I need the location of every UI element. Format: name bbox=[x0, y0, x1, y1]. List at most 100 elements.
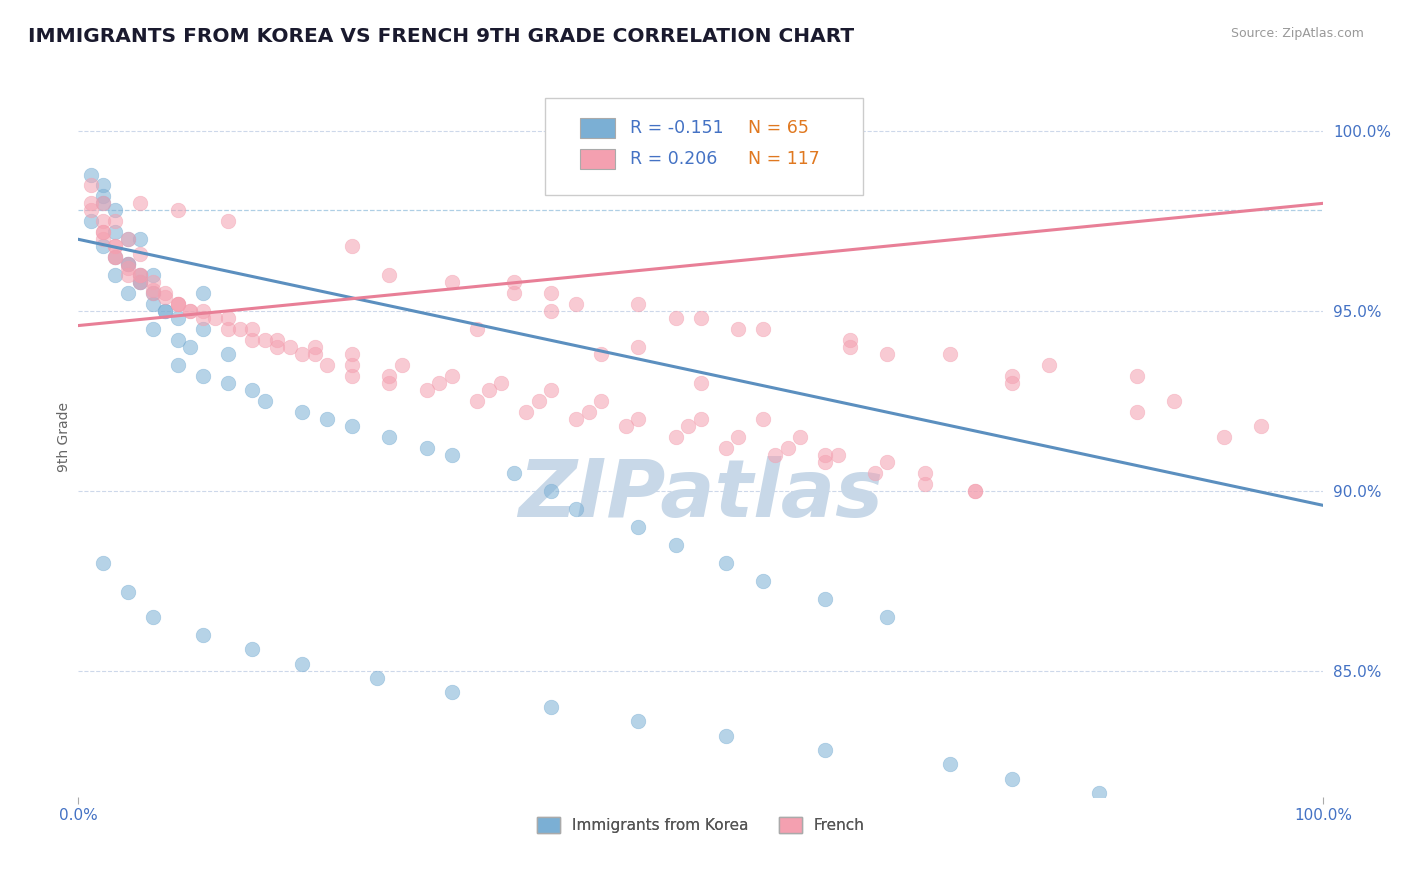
Point bbox=[814, 455, 837, 469]
Point bbox=[689, 376, 711, 391]
Text: IMMIGRANTS FROM KOREA VS FRENCH 9TH GRADE CORRELATION CHART: IMMIGRANTS FROM KOREA VS FRENCH 9TH GRAD… bbox=[28, 27, 855, 45]
Point bbox=[627, 412, 650, 426]
Point bbox=[540, 483, 562, 498]
Point bbox=[117, 257, 139, 271]
Point bbox=[1212, 430, 1234, 444]
Point bbox=[91, 214, 114, 228]
FancyBboxPatch shape bbox=[546, 97, 862, 194]
Point bbox=[776, 441, 799, 455]
Point bbox=[591, 394, 613, 409]
Point bbox=[79, 214, 101, 228]
Point bbox=[104, 250, 127, 264]
Point bbox=[79, 178, 101, 193]
Point bbox=[665, 311, 688, 326]
Point bbox=[91, 189, 114, 203]
Point bbox=[217, 347, 239, 361]
Point bbox=[938, 347, 960, 361]
Point bbox=[253, 333, 276, 347]
Point bbox=[166, 297, 188, 311]
Point bbox=[627, 297, 650, 311]
Point bbox=[179, 340, 201, 354]
Legend: Immigrants from Korea, French: Immigrants from Korea, French bbox=[530, 811, 870, 839]
Point bbox=[142, 286, 165, 301]
Point bbox=[166, 203, 188, 218]
Point bbox=[191, 304, 214, 318]
Point bbox=[689, 412, 711, 426]
Point bbox=[179, 304, 201, 318]
Point bbox=[665, 538, 688, 552]
Point bbox=[129, 246, 152, 260]
Point bbox=[627, 714, 650, 728]
Point bbox=[416, 441, 439, 455]
Point bbox=[503, 276, 526, 290]
Point bbox=[104, 268, 127, 283]
Point bbox=[591, 347, 613, 361]
Point bbox=[117, 260, 139, 275]
Point bbox=[914, 476, 936, 491]
Point bbox=[814, 743, 837, 757]
Point bbox=[191, 628, 214, 642]
Point bbox=[142, 610, 165, 624]
Point bbox=[627, 520, 650, 534]
Point bbox=[1001, 376, 1024, 391]
Point bbox=[340, 419, 363, 434]
Point bbox=[229, 322, 252, 336]
Point bbox=[789, 430, 811, 444]
Point bbox=[142, 276, 165, 290]
Point bbox=[104, 214, 127, 228]
Point bbox=[166, 311, 188, 326]
Point bbox=[91, 225, 114, 239]
Point bbox=[291, 347, 314, 361]
Point bbox=[304, 347, 326, 361]
Point bbox=[938, 757, 960, 772]
Point bbox=[191, 311, 214, 326]
Point bbox=[540, 286, 562, 301]
Point bbox=[565, 412, 588, 426]
Point bbox=[79, 168, 101, 182]
Text: R = 0.206: R = 0.206 bbox=[630, 150, 717, 168]
Point bbox=[179, 304, 201, 318]
Text: Source: ZipAtlas.com: Source: ZipAtlas.com bbox=[1230, 27, 1364, 40]
Point bbox=[155, 304, 177, 318]
Bar bbox=[579, 118, 614, 138]
Point bbox=[963, 483, 986, 498]
Point bbox=[839, 340, 862, 354]
Point bbox=[129, 268, 152, 283]
Point bbox=[540, 699, 562, 714]
Point bbox=[427, 376, 450, 391]
Point bbox=[104, 203, 127, 218]
Point bbox=[727, 322, 749, 336]
Point bbox=[1001, 368, 1024, 383]
Point bbox=[91, 196, 114, 211]
Point bbox=[727, 430, 749, 444]
Point bbox=[191, 286, 214, 301]
Point bbox=[340, 239, 363, 253]
Point bbox=[578, 405, 600, 419]
Point bbox=[316, 358, 339, 372]
Point bbox=[814, 591, 837, 606]
Point bbox=[714, 556, 737, 570]
Point bbox=[1088, 786, 1111, 800]
Point bbox=[242, 384, 264, 398]
Point bbox=[204, 311, 226, 326]
Point bbox=[104, 239, 127, 253]
Point bbox=[129, 268, 152, 283]
Point bbox=[117, 257, 139, 271]
Point bbox=[129, 276, 152, 290]
Y-axis label: 9th Grade: 9th Grade bbox=[58, 402, 72, 472]
Point bbox=[378, 368, 401, 383]
Point bbox=[166, 297, 188, 311]
Point bbox=[527, 394, 550, 409]
Point bbox=[91, 232, 114, 246]
Point bbox=[142, 268, 165, 283]
Point bbox=[714, 729, 737, 743]
Point bbox=[752, 574, 775, 588]
Point bbox=[340, 347, 363, 361]
Point bbox=[91, 196, 114, 211]
Point bbox=[142, 286, 165, 301]
Point bbox=[117, 584, 139, 599]
Point bbox=[242, 322, 264, 336]
Point bbox=[129, 268, 152, 283]
Point bbox=[253, 394, 276, 409]
Point bbox=[440, 448, 463, 462]
